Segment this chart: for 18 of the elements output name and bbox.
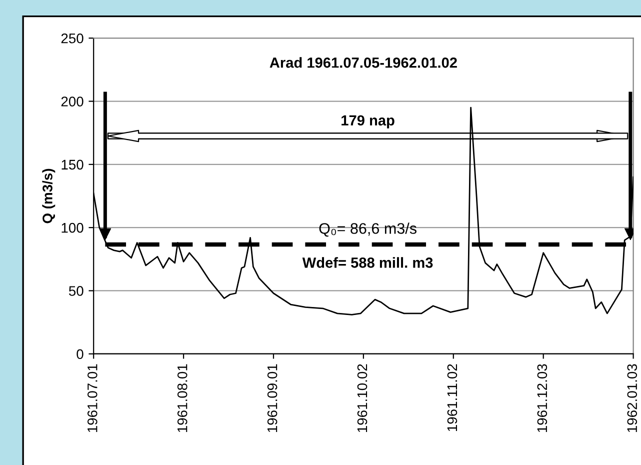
y-tick-label: 100: [62, 222, 84, 233]
x-tick-label: 1961.09.01: [267, 364, 278, 432]
x-tick-label: 1961.11.02: [447, 364, 458, 432]
x-tick-label: 1961.12.03: [537, 364, 548, 432]
y-tick-label: 0: [76, 349, 84, 360]
annotation: 179 nap: [342, 115, 394, 128]
ref-line-label: Q₀= 86,6 m3/s: [319, 222, 416, 237]
x-tick-label: 1961.10.02: [357, 364, 368, 432]
x-tick-label: 1962.01.03: [627, 364, 638, 432]
y-tick-label: 50: [68, 286, 84, 296]
y-tick-label: 200: [61, 96, 84, 106]
y-tick-label: 150: [62, 160, 84, 170]
x-tick-label: 1961.08.01: [177, 364, 188, 432]
annotation: Wdef= 588 mill. m3: [302, 257, 433, 268]
text: Arad 1961.07.05-1962.01.02: [270, 57, 457, 68]
y-axis-title: Q (m3/s): [42, 168, 56, 224]
y-tick-label: 250: [61, 33, 84, 44]
x-tick-label: 1961.07.01: [87, 364, 98, 432]
